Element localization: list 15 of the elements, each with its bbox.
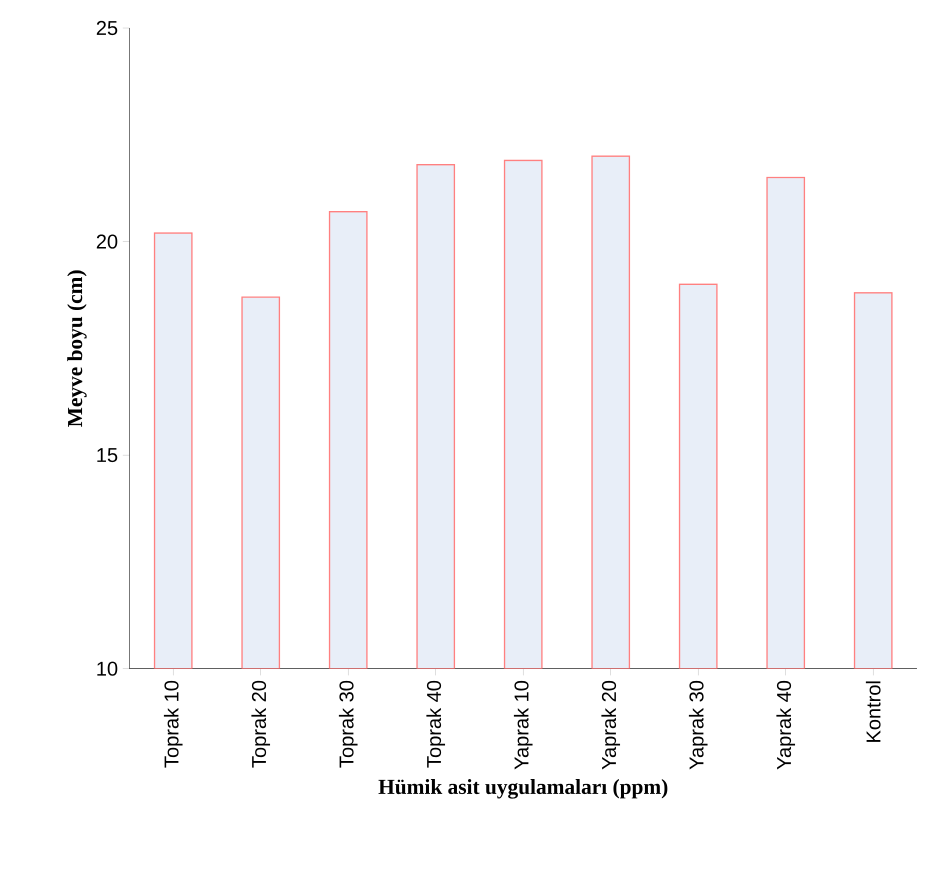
- x-tick-label: Yaprak 30: [688, 680, 708, 770]
- x-axis-title: Hümik asit uygulamaları (ppm): [378, 779, 668, 799]
- y-tick-label: 20: [96, 234, 118, 249]
- x-tick-label: Yaprak 10: [514, 680, 533, 770]
- x-tick-label: Yaprak 40: [776, 680, 796, 770]
- x-tick-label: Kontrol: [866, 681, 881, 742]
- y-axis-title: Meyve boyu (cm): [67, 270, 87, 427]
- x-tick-label: Toprak 20: [251, 680, 270, 768]
- x-tick-label: Toprak 30: [338, 680, 358, 768]
- x-tick-label: Toprak 40: [426, 680, 446, 768]
- y-tick-label: 10: [97, 662, 118, 676]
- y-tick-label: 15: [97, 448, 118, 462]
- x-tick-label: Yaprak 20: [601, 680, 620, 770]
- x-tick-label: Toprak 10: [164, 680, 183, 768]
- y-tick-label: 25: [96, 20, 118, 36]
